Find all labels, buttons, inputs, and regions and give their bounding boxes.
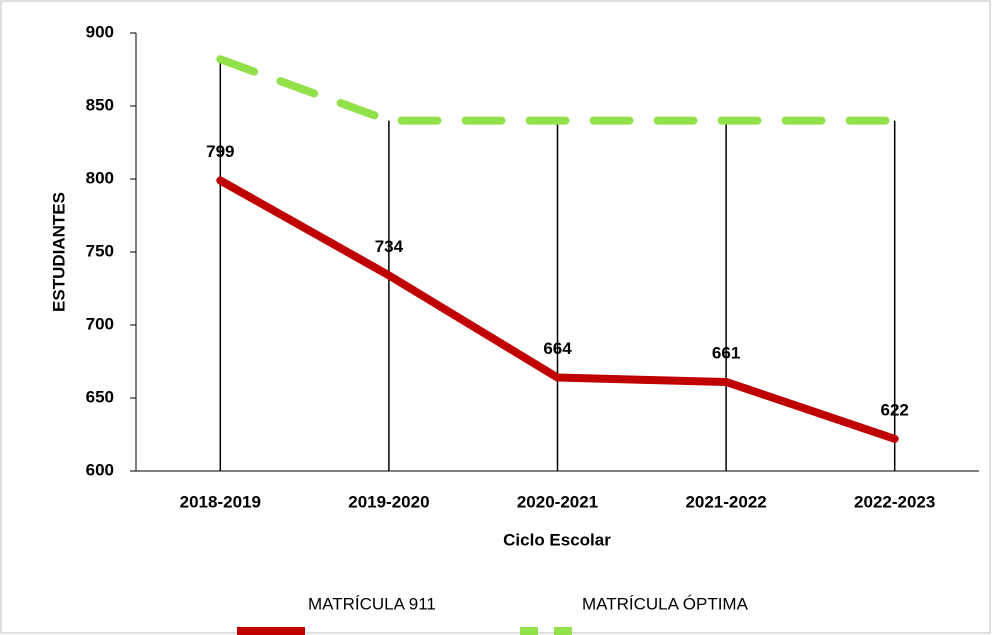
x-tick-label: 2018-2019: [180, 492, 261, 511]
series-line: [216, 176, 899, 443]
x-tick-label: 2022-2023: [854, 492, 935, 511]
x-tick-label: 2020-2021: [517, 492, 598, 511]
y-tick-label: 850: [86, 95, 114, 114]
x-axis-label: Ciclo Escolar: [503, 530, 611, 549]
y-tick-label: 900: [86, 22, 114, 41]
series-line: [216, 55, 899, 125]
y-tick-label: 800: [86, 168, 114, 187]
legend-label: MATRÍCULA 911: [308, 594, 436, 613]
x-tick-label: 2019-2020: [348, 492, 429, 511]
data-label: 664: [543, 339, 572, 358]
y-tick-label: 650: [86, 387, 114, 406]
y-tick-label: 750: [86, 241, 114, 260]
data-label: 661: [712, 343, 740, 362]
y-tick-label: 700: [86, 314, 114, 333]
x-tick-label: 2021-2022: [685, 492, 766, 511]
y-axis-label: ESTUDIANTES: [49, 192, 68, 312]
data-label: 622: [881, 400, 909, 419]
y-tick-label: 600: [86, 460, 114, 479]
data-label: 734: [375, 237, 404, 256]
legend-label: MATRÍCULA ÓPTIMA: [582, 594, 749, 613]
data-label: 799: [206, 142, 234, 161]
